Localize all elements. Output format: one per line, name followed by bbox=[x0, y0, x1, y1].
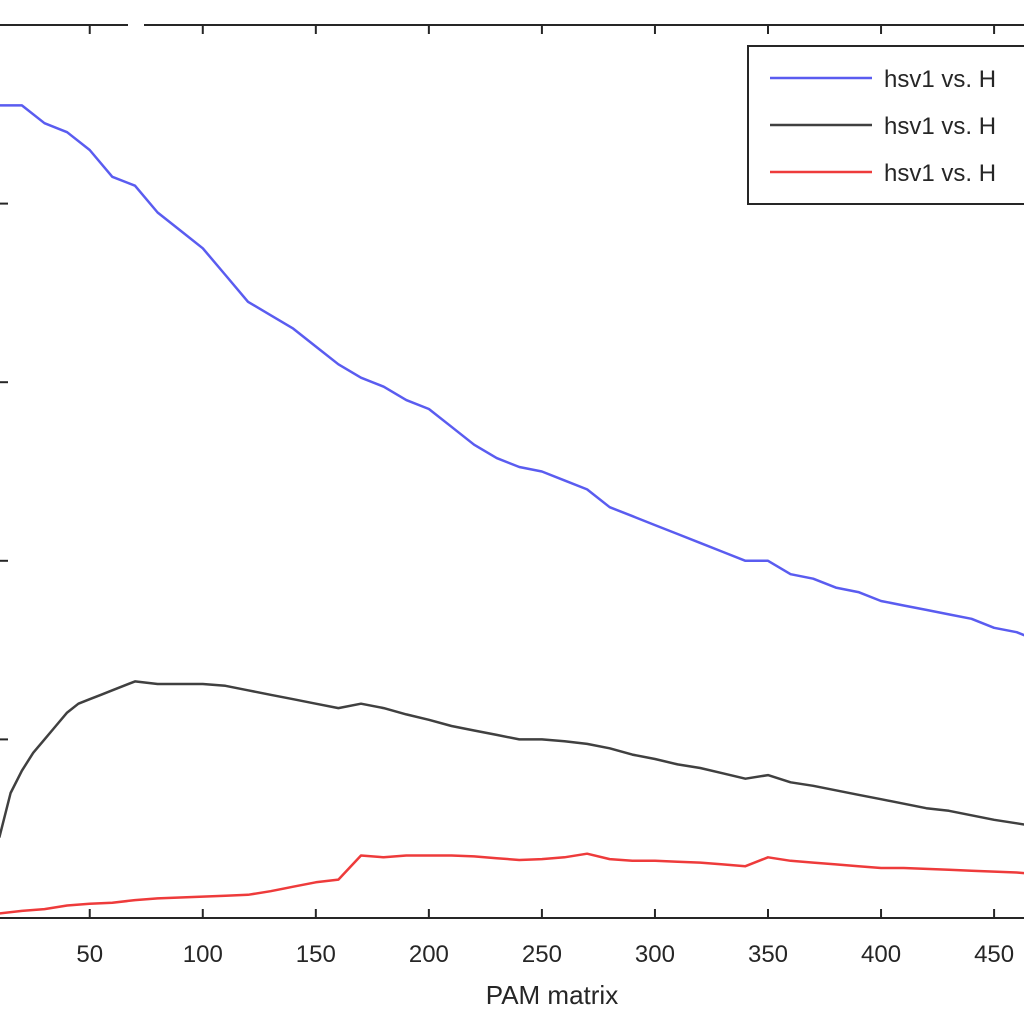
legend: hsv1 vs. H hsv1 vs. H hsv1 vs. H bbox=[747, 45, 1024, 205]
plot-area bbox=[0, 104, 1024, 915]
series-line-2 bbox=[0, 680, 1024, 838]
series-line-3 bbox=[0, 852, 1024, 915]
x-axis-title: PAM matrix bbox=[486, 980, 618, 1010]
x-tick-label-300: 300 bbox=[635, 941, 675, 968]
legend-label-2: hsv1 vs. H bbox=[884, 113, 996, 140]
x-tick-label-450: 450 bbox=[974, 941, 1014, 968]
series-line-1 bbox=[0, 104, 1024, 637]
x-tick-label-250: 250 bbox=[522, 941, 562, 968]
legend-label-1: hsv1 vs. H bbox=[884, 66, 996, 93]
x-tick-label-100: 100 bbox=[183, 941, 223, 968]
x-tick-label-400: 400 bbox=[861, 941, 901, 968]
x-tick-label-350: 350 bbox=[748, 941, 788, 968]
x-tick-label-200: 200 bbox=[409, 941, 449, 968]
axes: 50 100 150 200 250 300 350 400 450 bbox=[0, 22, 1024, 968]
x-tick-label-50: 50 bbox=[76, 941, 103, 968]
top-axis-gap bbox=[128, 22, 144, 28]
legend-label-3: hsv1 vs. H bbox=[884, 160, 996, 187]
x-tick-label-150: 150 bbox=[296, 941, 336, 968]
